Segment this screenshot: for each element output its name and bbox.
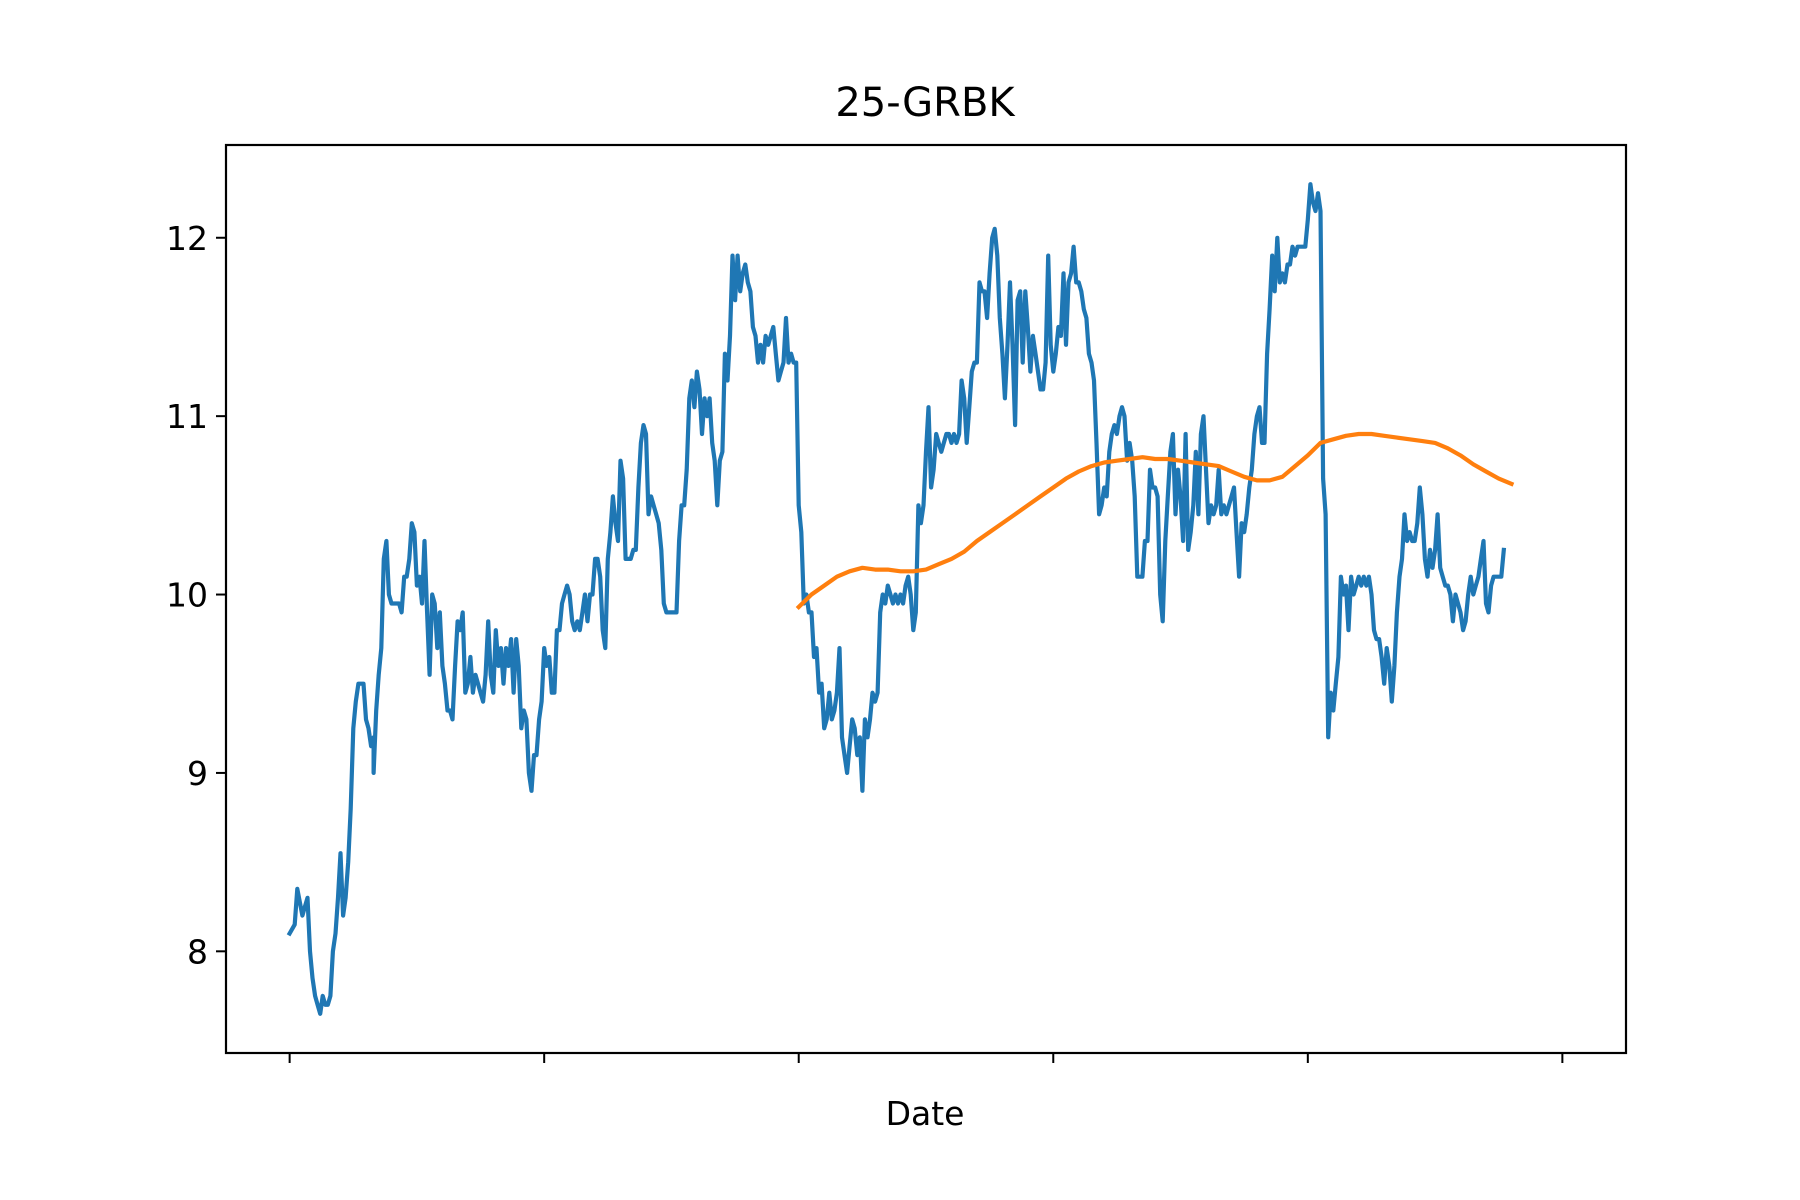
- y-tick-label: 12: [166, 219, 208, 258]
- plot-frame: [224, 143, 1628, 1055]
- series-line-2: [795, 431, 1515, 610]
- x-axis: [288, 1053, 1564, 1063]
- y-tick-label: 8: [187, 932, 208, 971]
- series-line-1: [286, 182, 1507, 1016]
- y-tick-label: 9: [187, 754, 208, 793]
- y-tick-label: 11: [166, 397, 208, 436]
- y-axis: 8 9 10 11 12: [166, 219, 226, 971]
- x-axis-label: Date: [886, 1094, 965, 1133]
- chart-title: 25-GRBK: [835, 80, 1016, 126]
- series-layer: [286, 182, 1515, 1016]
- y-tick-label: 10: [166, 576, 208, 615]
